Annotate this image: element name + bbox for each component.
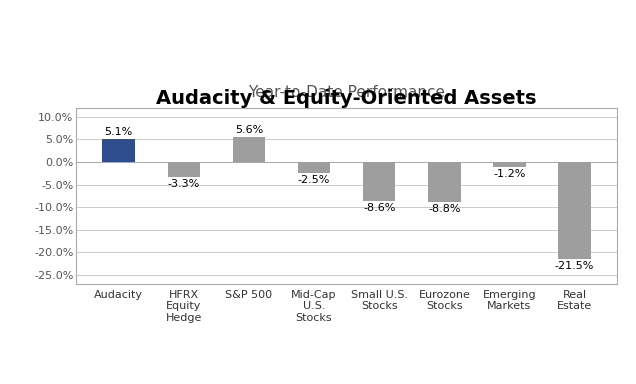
Bar: [428, 162, 460, 202]
Bar: [298, 162, 330, 173]
Bar: [167, 162, 200, 177]
Title: Audacity & Equity-Oriented Assets: Audacity & Equity-Oriented Assets: [156, 89, 537, 108]
Text: -1.2%: -1.2%: [494, 169, 525, 179]
Text: -2.5%: -2.5%: [298, 175, 330, 185]
Text: -8.6%: -8.6%: [363, 203, 396, 213]
Text: -8.8%: -8.8%: [428, 204, 460, 214]
Bar: [363, 162, 396, 201]
Text: 5.1%: 5.1%: [104, 127, 133, 137]
Bar: [233, 136, 265, 162]
Bar: [493, 162, 526, 167]
Text: 5.6%: 5.6%: [235, 125, 263, 135]
Bar: [558, 162, 591, 259]
Text: -21.5%: -21.5%: [555, 261, 594, 271]
Text: Year-to-Date Performance: Year-to-Date Performance: [248, 86, 445, 101]
Bar: [102, 139, 135, 162]
Text: -3.3%: -3.3%: [168, 179, 200, 189]
